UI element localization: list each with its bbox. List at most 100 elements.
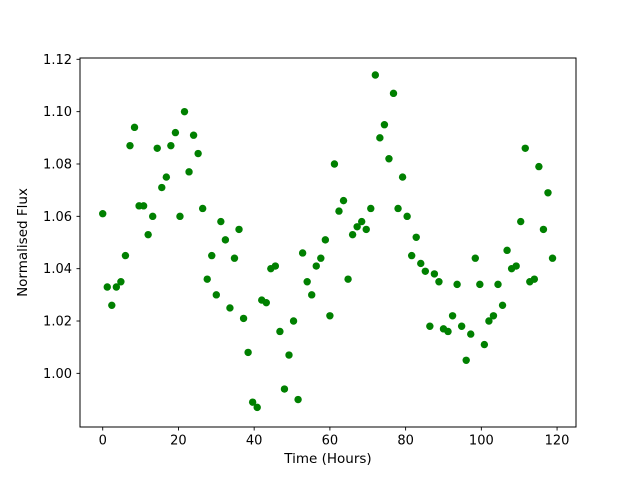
y-axis-label: Normalised Flux bbox=[15, 188, 31, 297]
data-point bbox=[139, 202, 148, 210]
data-point bbox=[435, 278, 443, 286]
data-point bbox=[194, 149, 202, 158]
data-point bbox=[303, 278, 311, 286]
data-point bbox=[394, 204, 402, 213]
data-point bbox=[539, 225, 548, 234]
x-axis-label: Time (Hours) bbox=[283, 451, 371, 467]
data-point bbox=[389, 89, 398, 98]
data-point bbox=[385, 155, 393, 163]
data-point bbox=[221, 236, 230, 244]
data-point bbox=[362, 225, 370, 234]
data-point bbox=[217, 217, 225, 226]
data-point bbox=[326, 312, 334, 320]
data-point bbox=[280, 385, 289, 393]
data-point bbox=[162, 173, 171, 181]
data-point bbox=[426, 322, 434, 330]
y-axis-tick-label: 1.00 bbox=[43, 367, 72, 382]
data-point bbox=[198, 204, 207, 213]
y-axis-tick-label: 1.08 bbox=[43, 157, 72, 172]
data-point bbox=[312, 262, 320, 270]
data-point bbox=[367, 204, 375, 213]
data-point bbox=[153, 144, 161, 152]
data-point bbox=[530, 275, 539, 283]
data-point bbox=[421, 267, 430, 275]
data-point bbox=[467, 330, 475, 338]
data-point bbox=[548, 254, 557, 262]
data-point bbox=[407, 251, 416, 260]
data-point bbox=[448, 312, 457, 320]
y-axis-tick-label: 1.04 bbox=[43, 262, 72, 277]
data-point bbox=[517, 217, 525, 226]
data-point bbox=[130, 123, 139, 132]
data-point bbox=[485, 317, 493, 325]
y-axis-tick-label: 1.06 bbox=[43, 210, 72, 225]
data-point bbox=[276, 327, 284, 336]
data-point bbox=[412, 233, 420, 241]
plot-area bbox=[80, 58, 576, 427]
axes-spines bbox=[79, 57, 577, 428]
data-point bbox=[185, 168, 193, 176]
data-point bbox=[317, 254, 325, 262]
data-point bbox=[471, 254, 479, 262]
x-axis-tick-label: 100 bbox=[469, 434, 494, 449]
data-point bbox=[444, 327, 452, 336]
data-point bbox=[248, 398, 257, 406]
data-point bbox=[457, 322, 466, 330]
data-point bbox=[417, 259, 425, 268]
y-axis-tick-label: 1.12 bbox=[43, 53, 72, 68]
data-point bbox=[167, 141, 175, 150]
data-point bbox=[212, 291, 221, 299]
data-point bbox=[544, 189, 552, 197]
data-point bbox=[226, 304, 234, 312]
data-point bbox=[371, 71, 380, 79]
data-point bbox=[403, 212, 411, 221]
data-point bbox=[235, 225, 243, 234]
y-axis-tick-label: 1.02 bbox=[43, 315, 72, 330]
data-point bbox=[376, 134, 384, 142]
data-point bbox=[117, 278, 125, 286]
data-point bbox=[494, 280, 502, 289]
data-point bbox=[253, 403, 261, 412]
data-point bbox=[476, 280, 484, 289]
data-point bbox=[344, 275, 352, 283]
data-point bbox=[353, 223, 361, 231]
data-point bbox=[330, 160, 339, 168]
data-point bbox=[121, 251, 130, 260]
data-point bbox=[149, 212, 157, 221]
data-point bbox=[430, 270, 439, 278]
data-point bbox=[335, 207, 343, 215]
data-point bbox=[294, 395, 302, 404]
data-point bbox=[176, 212, 184, 221]
x-axis-tick-label: 40 bbox=[246, 434, 263, 449]
y-axis-tick-label: 1.10 bbox=[43, 105, 72, 120]
data-point bbox=[298, 249, 307, 257]
data-point bbox=[203, 275, 211, 283]
data-point bbox=[108, 301, 116, 310]
data-point bbox=[112, 283, 121, 291]
data-point bbox=[521, 144, 529, 152]
data-point bbox=[289, 317, 298, 325]
data-point bbox=[348, 230, 357, 239]
data-point bbox=[171, 128, 180, 137]
data-point bbox=[453, 280, 461, 289]
x-axis-tick-label: 80 bbox=[397, 434, 414, 449]
data-point bbox=[498, 301, 507, 310]
data-point bbox=[158, 183, 166, 192]
data-point bbox=[99, 210, 107, 218]
data-point bbox=[144, 230, 152, 239]
x-axis-tick-label: 60 bbox=[322, 434, 339, 449]
data-point bbox=[189, 131, 198, 139]
axes-layer: 0 20 40 60 80 100 120 1.00 1.02 1.04 1.06 1.08 1.10 1… bbox=[43, 53, 577, 449]
data-point bbox=[398, 173, 407, 181]
data-point bbox=[239, 314, 248, 323]
data-point bbox=[208, 251, 216, 260]
data-point bbox=[512, 262, 520, 270]
data-point bbox=[535, 162, 543, 171]
data-point bbox=[339, 196, 348, 205]
data-point bbox=[308, 291, 316, 299]
data-point bbox=[480, 340, 489, 349]
data-point bbox=[126, 141, 134, 150]
x-axis-tick-label: 20 bbox=[170, 434, 187, 449]
data-point bbox=[230, 254, 239, 262]
